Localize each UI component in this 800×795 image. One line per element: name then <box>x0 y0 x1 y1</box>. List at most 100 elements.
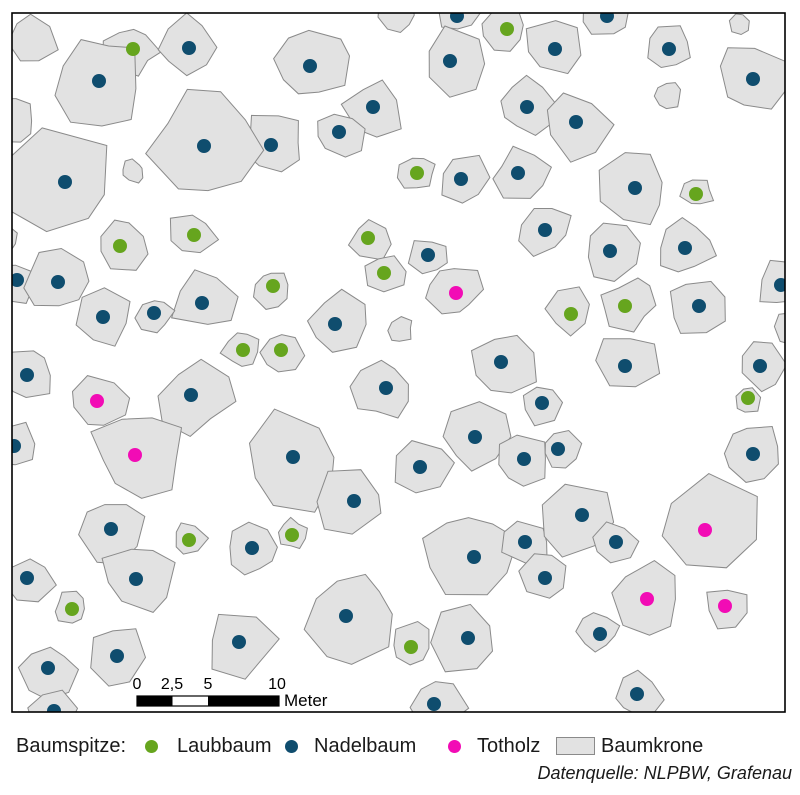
tree-top-dot-nadelbaum <box>332 125 346 139</box>
tree-top-dot-nadelbaum <box>12 439 21 453</box>
tree-top-dot-nadelbaum <box>41 661 55 675</box>
tree-top-dot-laubbaum <box>182 533 196 547</box>
tree-crown-polygon <box>12 13 59 62</box>
tree-top-dot-nadelbaum <box>575 508 589 522</box>
tree-crown-polygon <box>12 127 108 233</box>
legend-swatch-baumkrone <box>556 737 595 755</box>
scalebar-tick-label: 5 <box>204 676 213 693</box>
legend-dot-laubbaum-icon <box>145 740 158 753</box>
tree-top-dot-nadelbaum <box>600 13 614 23</box>
tree-top-dot-nadelbaum <box>461 631 475 645</box>
attribution: Datenquelle: NLPBW, Grafenau <box>537 763 792 783</box>
tree-top-dot-nadelbaum <box>609 535 623 549</box>
legend-dot-totholz-icon <box>448 740 461 753</box>
tree-top-dot-nadelbaum <box>339 609 353 623</box>
tree-crown-polygon <box>387 316 413 342</box>
tree-crown-polygon <box>773 313 785 344</box>
tree-top-dot-laubbaum <box>266 279 280 293</box>
tree-top-dot-totholz <box>718 599 732 613</box>
tree-top-dot-nadelbaum <box>662 42 676 56</box>
tree-top-dot-nadelbaum <box>20 368 34 382</box>
tree-top-dot-nadelbaum <box>603 244 617 258</box>
tree-top-dot-nadelbaum <box>51 275 65 289</box>
tree-top-dot-laubbaum <box>361 231 375 245</box>
legend-label-baumkrone: Baumkrone <box>601 735 704 757</box>
tree-top-dot-nadelbaum <box>303 59 317 73</box>
tree-crown-polygon <box>728 13 750 36</box>
map-frame <box>11 12 786 713</box>
tree-crown-polygon <box>122 158 144 184</box>
tree-top-dot-nadelbaum <box>494 355 508 369</box>
tree-top-dot-laubbaum <box>404 640 418 654</box>
tree-crown-polygon <box>582 13 629 35</box>
scalebar-unit-label: Meter <box>284 691 328 710</box>
legend-dot-nadelbaum-icon <box>285 740 298 753</box>
tree-top-dot-totholz <box>128 448 142 462</box>
tree-top-dot-laubbaum <box>689 187 703 201</box>
tree-top-dot-nadelbaum <box>96 310 110 324</box>
tree-top-dot-nadelbaum <box>774 278 785 292</box>
tree-top-dot-totholz <box>90 394 104 408</box>
tree-top-dot-nadelbaum <box>746 72 760 86</box>
tree-top-dot-nadelbaum <box>628 181 642 195</box>
tree-top-dot-nadelbaum <box>129 572 143 586</box>
tree-top-layer <box>12 13 785 712</box>
tree-top-dot-nadelbaum <box>467 550 481 564</box>
tree-top-dot-laubbaum <box>500 22 514 36</box>
tree-crown-polygon <box>377 13 415 34</box>
tree-top-dot-nadelbaum <box>366 100 380 114</box>
tree-top-dot-nadelbaum <box>518 535 532 549</box>
legend-title: Baumspitze: <box>16 735 127 757</box>
tree-top-dot-nadelbaum <box>511 166 525 180</box>
tree-top-dot-nadelbaum <box>593 627 607 641</box>
tree-top-dot-laubbaum <box>410 166 424 180</box>
tree-crown-polygon <box>546 92 615 163</box>
tree-top-dot-nadelbaum <box>110 649 124 663</box>
tree-top-dot-laubbaum <box>618 299 632 313</box>
tree-top-dot-nadelbaum <box>427 697 441 711</box>
tree-top-dot-laubbaum <box>741 391 755 405</box>
tree-top-dot-nadelbaum <box>20 571 34 585</box>
tree-top-dot-totholz <box>640 592 654 606</box>
tree-top-dot-nadelbaum <box>264 138 278 152</box>
tree-top-dot-laubbaum <box>564 307 578 321</box>
tree-top-dot-laubbaum <box>274 343 288 357</box>
tree-top-dot-nadelbaum <box>746 447 760 461</box>
tree-top-dot-nadelbaum <box>197 139 211 153</box>
tree-top-dot-nadelbaum <box>538 223 552 237</box>
tree-top-dot-laubbaum <box>113 239 127 253</box>
scalebar-tick-label: 0 <box>133 676 142 693</box>
tree-top-dot-nadelbaum <box>450 13 464 23</box>
legend: Baumspitze: Laubbaum Nadelbaum Totholz B… <box>0 733 800 759</box>
tree-crown-polygon <box>211 613 280 680</box>
tree-top-dot-totholz <box>449 286 463 300</box>
tree-top-dot-totholz <box>698 523 712 537</box>
scalebar-tick-label: 2,5 <box>161 676 183 693</box>
tree-top-dot-nadelbaum <box>92 74 106 88</box>
tree-top-dot-nadelbaum <box>548 42 562 56</box>
tree-top-dot-nadelbaum <box>328 317 342 331</box>
tree-crown-polygon <box>27 689 79 712</box>
tree-top-dot-laubbaum <box>285 528 299 542</box>
tree-top-dot-nadelbaum <box>104 522 118 536</box>
legend-label-totholz: Totholz <box>477 735 541 757</box>
tree-top-dot-laubbaum <box>65 602 79 616</box>
tree-top-dot-nadelbaum <box>421 248 435 262</box>
tree-top-dot-nadelbaum <box>753 359 767 373</box>
tree-crown-polygon <box>12 98 33 143</box>
tree-top-dot-laubbaum <box>377 266 391 280</box>
tree-top-dot-nadelbaum <box>630 687 644 701</box>
tree-crown-polygon <box>12 228 18 250</box>
scalebar-tick-label: 10 <box>268 676 286 693</box>
tree-top-dot-laubbaum <box>126 42 140 56</box>
tree-top-dot-laubbaum <box>236 343 250 357</box>
tree-top-dot-nadelbaum <box>347 494 361 508</box>
tree-top-dot-nadelbaum <box>551 442 565 456</box>
tree-top-dot-nadelbaum <box>520 100 534 114</box>
tree-top-dot-nadelbaum <box>454 172 468 186</box>
tree-top-dot-nadelbaum <box>535 396 549 410</box>
tree-top-dot-nadelbaum <box>618 359 632 373</box>
tree-top-dot-nadelbaum <box>286 450 300 464</box>
tree-top-dot-nadelbaum <box>692 299 706 313</box>
